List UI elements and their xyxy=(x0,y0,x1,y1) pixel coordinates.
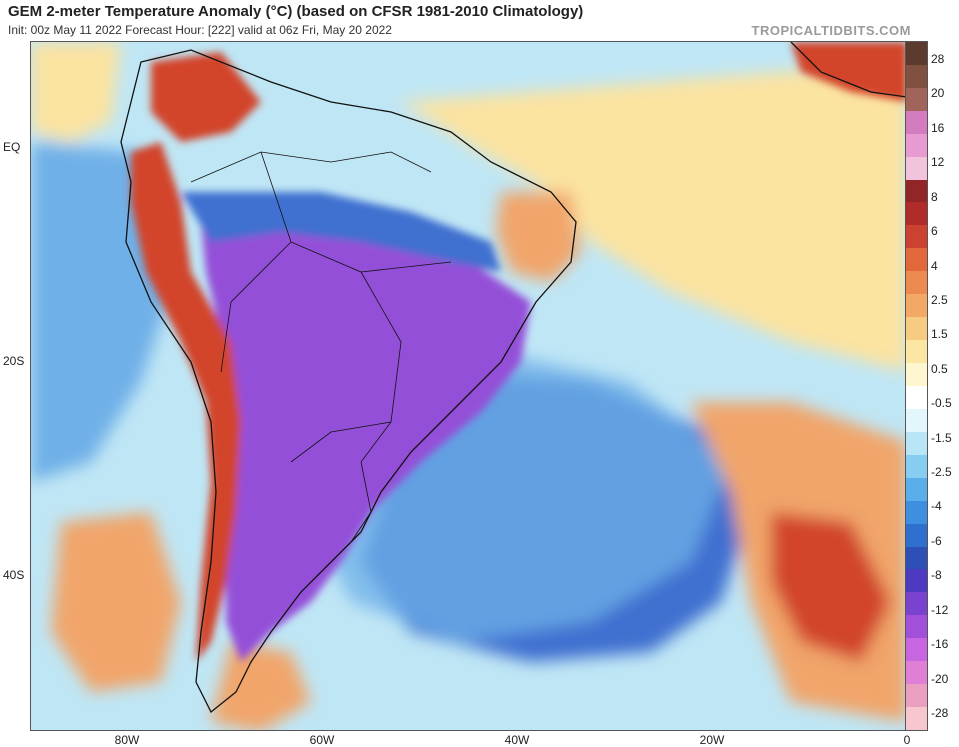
color-scale-cell xyxy=(906,133,927,157)
africa-coastline xyxy=(790,42,905,98)
color-scale-label: -16 xyxy=(931,637,949,652)
warm-anomaly-south-pacific xyxy=(51,512,181,692)
color-scale-label: -4 xyxy=(931,499,942,514)
latitude-label-20s: 20S xyxy=(3,354,25,368)
color-scale-label: -0.5 xyxy=(931,396,952,411)
country-borders xyxy=(190,151,452,543)
color-scale-cell xyxy=(906,592,927,616)
warm-anomaly-west-africa xyxy=(791,42,905,102)
color-scale-cell xyxy=(906,707,927,730)
color-scale-cell xyxy=(906,179,927,203)
color-scale-label: -1.5 xyxy=(931,430,952,445)
warm-anomaly-tropical-atlantic xyxy=(401,62,905,372)
longitude-label-0: 0 xyxy=(903,733,911,747)
latitude-label-eq: EQ xyxy=(3,140,21,154)
color-scale-cell xyxy=(906,340,927,363)
color-scale-label: -20 xyxy=(931,671,949,686)
warm-anomaly-southern-tip xyxy=(211,642,311,730)
warm-anomaly-north-pacific xyxy=(31,42,121,142)
color-scale-label: 4 xyxy=(931,258,938,273)
color-scale-label: 16 xyxy=(931,120,945,135)
color-scale-cell xyxy=(906,638,927,662)
color-scale-cell xyxy=(906,41,927,65)
warm-anomaly-northern-andes xyxy=(151,52,261,142)
color-scale-cell xyxy=(906,569,927,593)
strong-cold-anomaly-south-america xyxy=(201,212,531,662)
color-scale-cell xyxy=(906,385,927,409)
latitude-label-40s: 40S xyxy=(3,568,25,582)
color-scale-cell xyxy=(906,64,927,88)
color-scale-labels: -28 -20 -16 -12 -8 -6 -4 -2.5 -1.5 -0.5 0.5 1.5 2.5 4… xyxy=(931,41,959,731)
color-scale-label: 2.5 xyxy=(931,292,948,307)
color-scale-label: 20 xyxy=(931,86,945,101)
cold-anomaly-amazon xyxy=(181,192,501,272)
color-scale-cell xyxy=(906,500,927,524)
longitude-label-40w: 40W xyxy=(504,733,530,747)
color-scale-label: 0.5 xyxy=(931,361,948,376)
longitude-label-20w: 20W xyxy=(699,733,725,747)
color-scale-label: 12 xyxy=(931,155,945,170)
color-scale-cell xyxy=(906,523,927,547)
color-scale-label: -2.5 xyxy=(931,465,952,480)
color-scale-label: 28 xyxy=(931,52,945,66)
color-scale-cell xyxy=(906,225,927,249)
color-scale-cell xyxy=(906,684,927,708)
anomaly-field xyxy=(31,42,905,730)
color-scale-label: -12 xyxy=(931,602,949,617)
color-scale-label: -28 xyxy=(931,706,949,720)
longitude-label-60w: 60W xyxy=(309,733,335,747)
color-scale-cell xyxy=(906,363,927,386)
color-scale-cell xyxy=(906,454,927,478)
color-scale-cell xyxy=(906,87,927,111)
color-scale-cell xyxy=(906,546,927,570)
color-scale-cell xyxy=(906,615,927,639)
color-scale-cell xyxy=(906,110,927,134)
longitude-label-80w: 80W xyxy=(114,733,140,747)
color-scale-cell xyxy=(906,477,927,501)
cold-anomaly-pacific xyxy=(31,142,171,482)
color-scale-cell xyxy=(906,202,927,226)
color-scale-label: 6 xyxy=(931,224,938,239)
color-scale-label: 1.5 xyxy=(931,327,948,342)
color-scale-label: 8 xyxy=(931,189,938,204)
anomaly-map xyxy=(30,41,906,731)
strong-warm-anomaly-south-atlantic xyxy=(771,512,891,662)
color-scale-cell xyxy=(906,661,927,685)
warm-anomaly-northeast-brazil xyxy=(496,192,581,282)
color-scale-cell xyxy=(906,248,927,272)
south-america-coastline xyxy=(120,49,577,714)
color-scale-cell xyxy=(906,156,927,180)
color-scale-bar xyxy=(906,41,928,731)
color-scale-cell xyxy=(906,408,927,432)
forecast-subtitle: Init: 00z May 11 2022 Forecast Hour: [22… xyxy=(8,23,392,37)
color-scale-cell xyxy=(906,431,927,455)
color-scale-label: -8 xyxy=(931,568,942,583)
color-scale-cell xyxy=(906,294,927,318)
color-scale-label: -6 xyxy=(931,533,942,548)
map-title: GEM 2-meter Temperature Anomaly (°C) (ba… xyxy=(8,3,584,20)
color-scale-cell xyxy=(906,317,927,341)
color-scale-cell xyxy=(906,271,927,295)
source-watermark: TROPICALTIDBITS.COM xyxy=(751,23,911,38)
